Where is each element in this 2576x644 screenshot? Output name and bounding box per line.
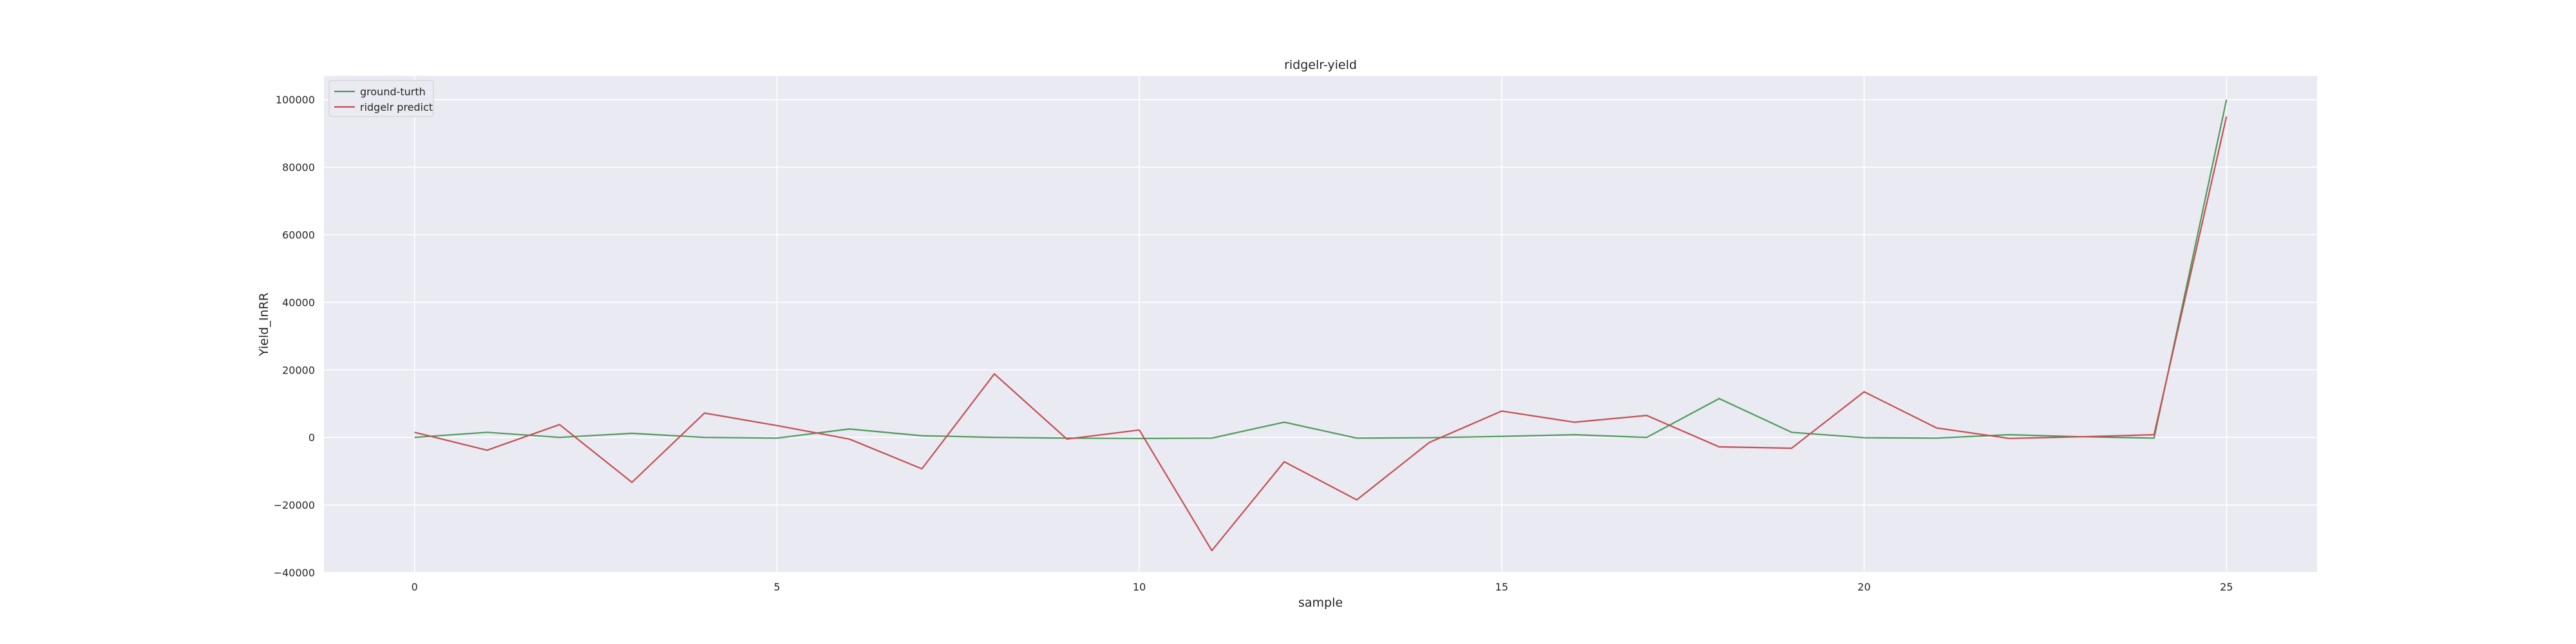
legend-label-ridgelr-predict: ridgelr predict — [360, 101, 433, 113]
series-line-1 — [414, 116, 2228, 552]
chart-title: ridgelr-yield — [1284, 58, 1357, 72]
y-tick-label: 80000 — [282, 162, 315, 174]
x-tick-label: 15 — [1495, 581, 1508, 593]
y-tick-label: 40000 — [282, 296, 315, 308]
y-axis-label: Yield_InRR — [257, 292, 271, 357]
series-lines — [414, 99, 2228, 552]
legend-box — [328, 80, 434, 117]
legend-label-ground-truth: ground-turth — [360, 86, 426, 98]
y-tick-label: 20000 — [282, 364, 315, 376]
y-tick-label: 100000 — [276, 94, 315, 106]
x-tick-label: 0 — [412, 581, 418, 593]
y-tick-label: 60000 — [282, 229, 315, 242]
grid — [324, 76, 2317, 573]
x-tick-label: 20 — [1857, 581, 1870, 593]
x-tick-labels: 0 5 10 15 20 25 — [412, 581, 2233, 593]
y-tick-label: −40000 — [274, 567, 315, 579]
y-tick-label: 0 — [308, 431, 315, 444]
x-axis-label: sample — [1298, 596, 1343, 610]
y-tick-label: −20000 — [274, 499, 315, 511]
y-tick-labels: −40000 −20000 0 20000 40000 60000 80000 100000 — [274, 94, 315, 579]
legend: ground-turth ridgelr predict — [328, 80, 434, 117]
x-tick-label: 10 — [1133, 581, 1146, 593]
plot-background — [324, 76, 2317, 573]
series-line-0 — [414, 99, 2228, 439]
x-tick-label: 5 — [773, 581, 780, 593]
x-tick-label: 25 — [2220, 581, 2233, 593]
